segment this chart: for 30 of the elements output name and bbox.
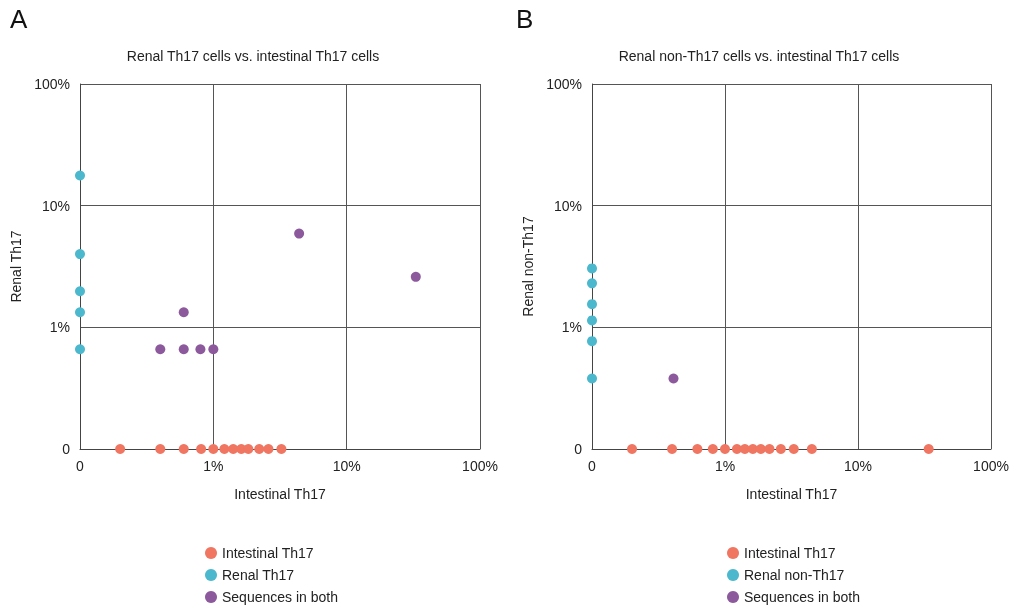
y-tick-label: 0 bbox=[62, 441, 71, 457]
text: A bbox=[10, 4, 28, 34]
x-tick-label: 10% bbox=[843, 458, 873, 474]
legend-label: Renal non-Th17 bbox=[744, 567, 845, 583]
legend-label: Renal Th17 bbox=[222, 567, 295, 583]
legend-label: Sequences in both bbox=[744, 589, 860, 605]
y-tick-label: 10% bbox=[553, 197, 582, 214]
y-tick-label: 100% bbox=[546, 76, 582, 92]
y-axis-title: Renal Th17 bbox=[8, 230, 25, 303]
legend-label: Intestinal Th17 bbox=[222, 545, 314, 561]
y-tick-label: 0 bbox=[574, 441, 583, 457]
y-tick-label: 10% bbox=[41, 197, 70, 214]
y-tick-label: 1% bbox=[561, 319, 582, 336]
y-tick-label: 1% bbox=[49, 319, 70, 336]
x-tick-label: 100% bbox=[973, 458, 1009, 474]
x-tick-label: 1% bbox=[714, 458, 736, 474]
x-axis-title: Intestinal Th17 bbox=[745, 486, 838, 502]
text: B bbox=[516, 4, 534, 34]
x-tick-label: 10% bbox=[332, 458, 361, 474]
x-tick-label: 0 bbox=[588, 458, 597, 474]
x-tick-label: 1% bbox=[203, 458, 224, 474]
x-tick-label: 0 bbox=[76, 458, 85, 474]
x-axis-title: Intestinal Th17 bbox=[234, 486, 326, 502]
legend-label: Sequences in both bbox=[222, 589, 338, 605]
y-tick-label: 100% bbox=[34, 76, 70, 92]
chart-title: Renal Th17 cells vs. intestinal Th17 cells bbox=[126, 48, 380, 64]
x-tick-label: 100% bbox=[462, 458, 498, 474]
legend-label: Intestinal Th17 bbox=[744, 545, 836, 561]
y-axis-title: Renal non-Th17 bbox=[520, 216, 537, 317]
chart-title: Renal non-Th17 cells vs. intestinal Th17 cells bbox=[618, 48, 900, 64]
